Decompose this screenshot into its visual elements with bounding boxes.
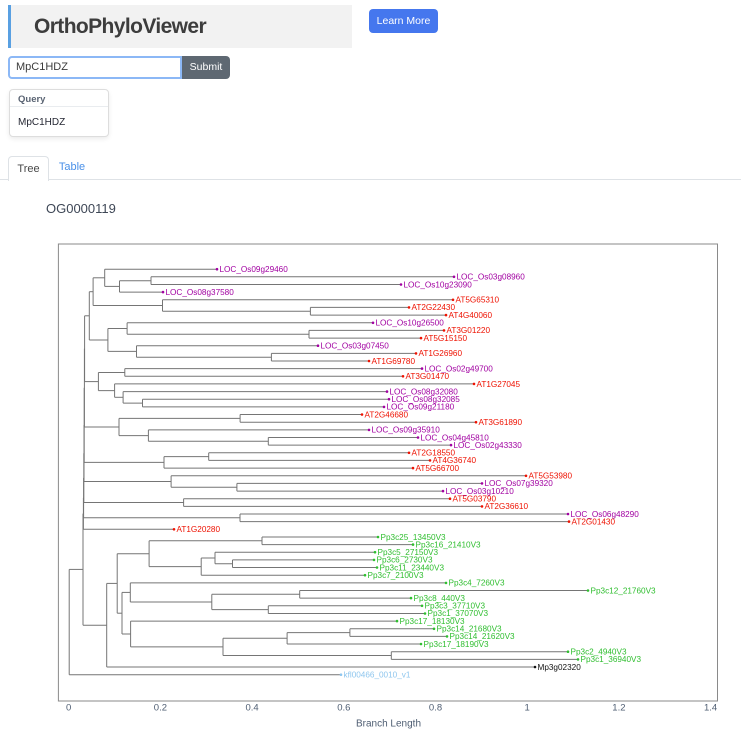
svg-text:LOC_Os08g32080: LOC_Os08g32080 — [390, 387, 459, 396]
svg-text:Pp3c1_37070V3: Pp3c1_37070V3 — [428, 609, 489, 618]
svg-text:LOC_Os06g48290: LOC_Os06g48290 — [571, 510, 640, 519]
svg-text:Pp3c5_27150V3: Pp3c5_27150V3 — [378, 548, 439, 557]
svg-text:0.2: 0.2 — [154, 703, 167, 714]
svg-text:AT2G36610: AT2G36610 — [485, 502, 529, 511]
svg-text:Pp3c25_13450V3: Pp3c25_13450V3 — [381, 533, 447, 542]
svg-text:LOC_Os02g43330: LOC_Os02g43330 — [454, 441, 523, 450]
svg-text:AT5G66700: AT5G66700 — [416, 464, 460, 473]
svg-text:Mp3g02320: Mp3g02320 — [538, 663, 582, 672]
svg-text:Pp3c8_440V3: Pp3c8_440V3 — [414, 594, 466, 603]
svg-text:LOC_Os03g10210: LOC_Os03g10210 — [446, 487, 515, 496]
svg-text:Pp3c7_2100V3: Pp3c7_2100V3 — [368, 571, 424, 580]
svg-text:AT3G01470: AT3G01470 — [406, 372, 450, 381]
svg-text:1.2: 1.2 — [612, 703, 625, 714]
svg-text:LOC_Os04g45810: LOC_Os04g45810 — [421, 433, 490, 442]
svg-text:Pp3c17_18130V3: Pp3c17_18130V3 — [400, 617, 466, 626]
svg-text:Pp3c6_2730V3: Pp3c6_2730V3 — [377, 556, 433, 565]
svg-text:AT2G22430: AT2G22430 — [412, 303, 456, 312]
svg-text:1.4: 1.4 — [704, 703, 717, 714]
svg-text:0.8: 0.8 — [429, 703, 442, 714]
svg-text:LOC_Os03g07450: LOC_Os03g07450 — [321, 342, 390, 351]
svg-text:0: 0 — [66, 703, 71, 714]
svg-text:LOC_Os09g21180: LOC_Os09g21180 — [387, 403, 455, 412]
svg-text:AT1G26960: AT1G26960 — [419, 349, 463, 358]
svg-text:AT5G65310: AT5G65310 — [456, 296, 500, 305]
svg-text:Pp3c4_7260V3: Pp3c4_7260V3 — [449, 579, 505, 588]
svg-text:LOC_Os09g35910: LOC_Os09g35910 — [372, 426, 441, 435]
svg-text:0.6: 0.6 — [337, 703, 350, 714]
svg-text:LOC_Os03g08960: LOC_Os03g08960 — [457, 273, 526, 282]
svg-text:AT3G01220: AT3G01220 — [447, 326, 491, 335]
svg-text:AT3G61890: AT3G61890 — [479, 418, 523, 427]
svg-text:AT4G36740: AT4G36740 — [433, 456, 477, 465]
svg-text:AT5G03790: AT5G03790 — [453, 495, 497, 504]
svg-text:AT1G20280: AT1G20280 — [177, 525, 221, 534]
svg-text:Pp3c14_21680V3: Pp3c14_21680V3 — [437, 625, 503, 634]
svg-text:LOC_Os02g49700: LOC_Os02g49700 — [425, 364, 494, 373]
svg-text:kfl00466_0010_v1: kfl00466_0010_v1 — [344, 671, 411, 680]
svg-text:Pp3c17_18190V3: Pp3c17_18190V3 — [424, 640, 490, 649]
svg-text:Pp3c14_21620V3: Pp3c14_21620V3 — [450, 632, 516, 641]
svg-text:LOC_Os10g23090: LOC_Os10g23090 — [404, 280, 473, 289]
svg-text:AT5G53980: AT5G53980 — [529, 472, 573, 481]
svg-text:LOC_Os07g39320: LOC_Os07g39320 — [485, 479, 554, 488]
svg-text:Branch Length: Branch Length — [356, 719, 421, 730]
svg-text:AT1G69780: AT1G69780 — [372, 357, 416, 366]
svg-text:LOC_Os08g32085: LOC_Os08g32085 — [392, 395, 461, 404]
svg-text:Pp3c12_21760V3: Pp3c12_21760V3 — [591, 586, 657, 595]
svg-text:LOC_Os09g29460: LOC_Os09g29460 — [220, 265, 289, 274]
svg-text:AT2G46680: AT2G46680 — [365, 410, 409, 419]
svg-text:AT5G15150: AT5G15150 — [424, 334, 468, 343]
svg-text:LOC_Os10g26500: LOC_Os10g26500 — [376, 319, 445, 328]
svg-text:Pp3c3_37710V3: Pp3c3_37710V3 — [425, 602, 486, 611]
svg-text:LOC_Os08g37580: LOC_Os08g37580 — [166, 288, 235, 297]
svg-text:AT2G01430: AT2G01430 — [572, 517, 616, 526]
svg-text:0.4: 0.4 — [245, 703, 258, 714]
svg-text:1: 1 — [525, 703, 530, 714]
svg-text:Pp3c11_23440V3: Pp3c11_23440V3 — [380, 563, 445, 572]
svg-text:AT2G18550: AT2G18550 — [412, 449, 456, 458]
svg-text:AT4G40060: AT4G40060 — [449, 311, 493, 320]
svg-text:Pp3c16_21410V3: Pp3c16_21410V3 — [416, 540, 482, 549]
svg-text:AT1G27045: AT1G27045 — [477, 380, 521, 389]
svg-text:Pp3c1_36940V3: Pp3c1_36940V3 — [581, 655, 642, 664]
svg-text:Pp3c2_4940V3: Pp3c2_4940V3 — [571, 648, 627, 657]
